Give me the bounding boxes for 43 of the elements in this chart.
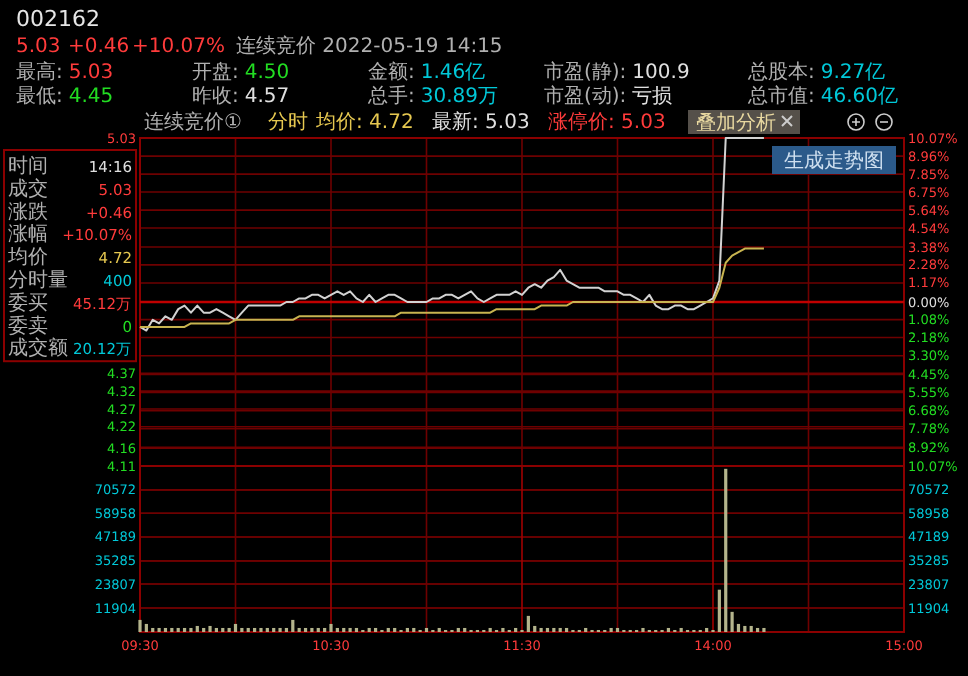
text: 金额:: [368, 60, 415, 84]
text: 分时: [268, 110, 308, 134]
text: 30.89万: [420, 86, 499, 108]
text: 4.57: [244, 86, 290, 108]
text: 4.45: [68, 86, 114, 108]
text: +10.07%: [132, 36, 226, 58]
text: 均价: [6, 245, 48, 270]
text: 连续竞价 2022-05-19 14:15: [236, 34, 503, 58]
text: 4.50: [244, 62, 290, 84]
text: 开盘:: [192, 60, 239, 84]
text: 002162: [16, 6, 100, 32]
text: 5.03: [16, 36, 61, 58]
text: 成交额: [8, 336, 68, 361]
text: 成交: [8, 176, 48, 201]
text: 时间: [8, 154, 48, 178]
text: 最高:: [16, 60, 63, 84]
text: 涨停价: 5.03: [548, 110, 666, 134]
line-series: [139, 247, 765, 328]
text: +0.46: [68, 36, 130, 58]
text: 5.03: [68, 62, 114, 84]
text: 1.46亿: [420, 62, 486, 84]
chart-title: 连续竞价①: [144, 110, 242, 134]
text: 总市值:: [746, 84, 815, 108]
text: 分时量: [8, 268, 68, 292]
text: 亏损: [632, 84, 673, 108]
text: 市盈(静):: [544, 60, 627, 84]
text: 涨跌: [8, 199, 48, 224]
text: 9.27亿: [820, 62, 886, 84]
text: 叠加分析: [696, 111, 776, 135]
annotation: 生成走势图: [784, 149, 884, 173]
text: 最低:: [16, 86, 63, 108]
text: 昨收:: [192, 84, 239, 108]
text: 最新: 5.03: [432, 110, 530, 134]
text: 委买: [8, 290, 48, 315]
text: 委卖: [8, 313, 48, 338]
text: 100.9: [632, 62, 690, 84]
line-series: [139, 137, 765, 332]
text: 总股本:: [746, 60, 815, 84]
text: 46.60亿: [820, 86, 899, 108]
text: 涨幅: [8, 222, 48, 247]
text: 均价: 4.72: [314, 110, 414, 134]
text: 市盈(动):: [544, 84, 627, 108]
text: 总手:: [366, 84, 415, 108]
